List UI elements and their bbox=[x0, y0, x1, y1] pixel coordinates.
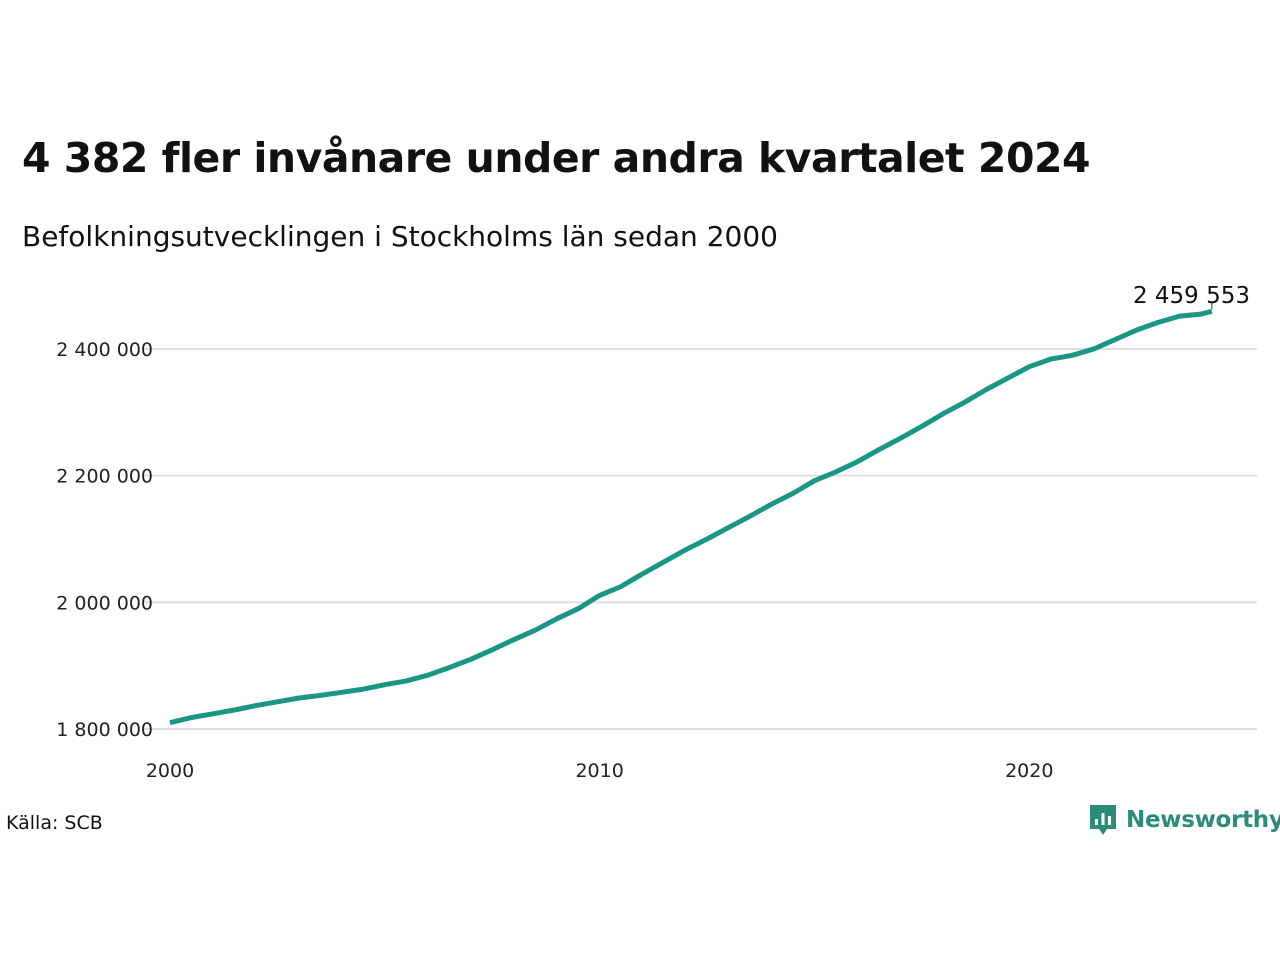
source-note: Källa: SCB bbox=[6, 812, 103, 834]
bar-chart-speech-bubble-icon bbox=[1090, 805, 1116, 835]
y-tick-label: 1 800 000 bbox=[56, 719, 153, 741]
end-label-layer: 2 459 553 bbox=[1133, 283, 1250, 310]
x-tick-label: 2020 bbox=[1005, 760, 1053, 782]
x-tick-label: 2000 bbox=[146, 760, 194, 782]
y-tick-label: 2 400 000 bbox=[56, 339, 153, 361]
y-axis-ticks: 1 800 000 2 000 000 2 200 000 2 400 000 bbox=[56, 339, 153, 741]
brand-logo: Newsworthy bbox=[1088, 803, 1280, 837]
x-tick-label: 2010 bbox=[575, 760, 623, 782]
series-layer bbox=[169, 308, 1213, 726]
chart-title: 4 382 fler invånare under andra kvartale… bbox=[22, 134, 1091, 182]
y-tick-label: 2 000 000 bbox=[56, 592, 153, 614]
grid-lines bbox=[143, 348, 1257, 730]
brand-name: Newsworthy bbox=[1126, 807, 1280, 833]
series-line-0 bbox=[169, 308, 1213, 726]
y-tick-label: 2 200 000 bbox=[56, 466, 153, 488]
end-value-label: 2 459 553 bbox=[1133, 283, 1250, 309]
line-chart: 1 800 000 2 000 000 2 200 000 2 400 000 200… bbox=[56, 283, 1257, 782]
chart-subtitle: Befolkningsutvecklingen i Stockholms län… bbox=[22, 220, 778, 253]
x-axis-ticks: 2000 2010 2020 bbox=[146, 760, 1054, 782]
